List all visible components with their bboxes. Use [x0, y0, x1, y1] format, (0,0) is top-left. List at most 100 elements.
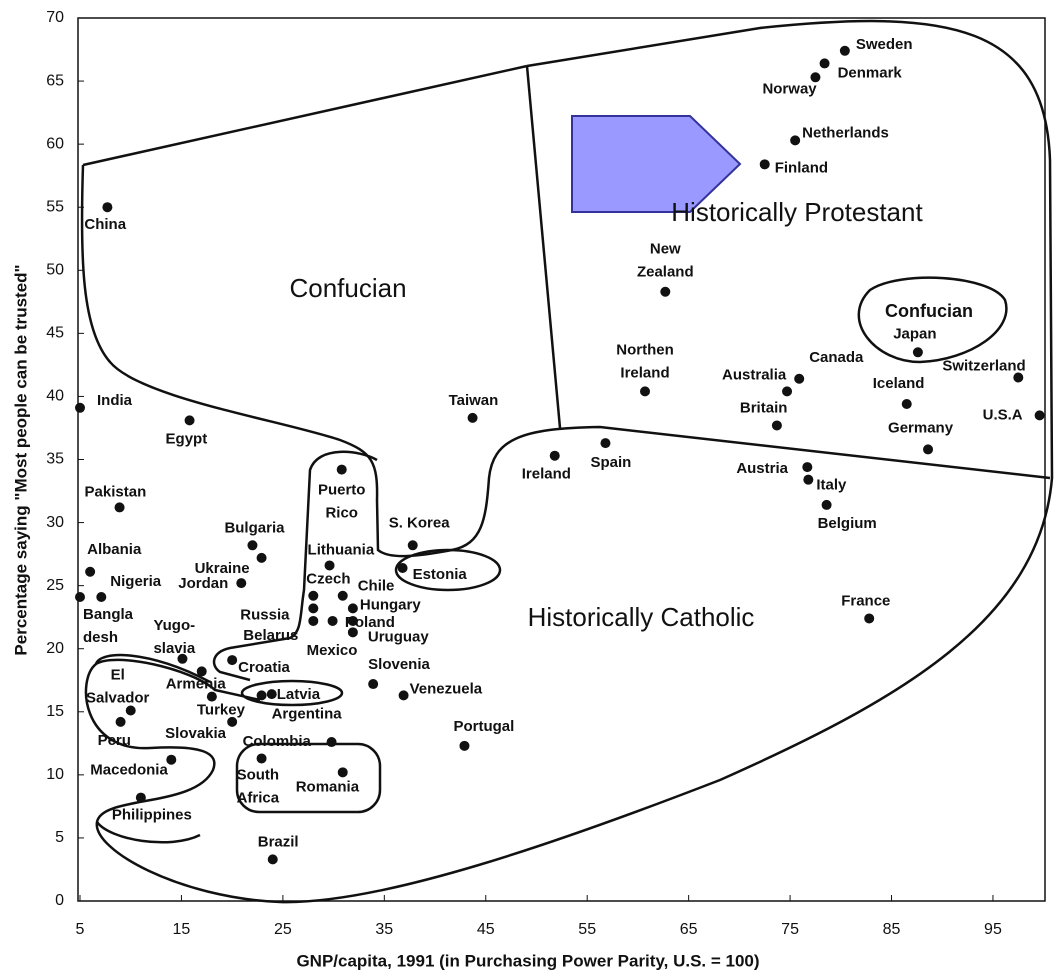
data-point — [177, 653, 188, 664]
data-point — [864, 613, 875, 624]
data-point — [266, 689, 277, 700]
data-point — [771, 420, 782, 431]
y-tick-label: 65 — [46, 72, 64, 89]
data-point — [326, 737, 337, 748]
plot-frame — [77, 17, 1046, 902]
point-label-line: Bulgaria — [224, 519, 285, 536]
region-label: Confucian — [885, 301, 973, 321]
estonia-outline — [394, 548, 502, 592]
data-point — [308, 590, 319, 601]
point-label-line: Bangla — [83, 606, 134, 623]
data-point — [347, 615, 358, 626]
point-label-line: Slovenia — [368, 656, 430, 673]
point-label-line: Yugo- — [153, 617, 195, 634]
point-label: Russia — [240, 606, 290, 623]
data-point — [803, 474, 814, 485]
point-label-line: Switzerland — [942, 357, 1025, 374]
point-label: Austria — [736, 460, 788, 477]
data-point — [308, 615, 319, 626]
point-label-line: Zealand — [637, 264, 694, 281]
point-label: Slovenia — [368, 656, 430, 673]
y-tick-label: 40 — [46, 388, 64, 405]
data-point — [368, 679, 379, 690]
point-label-line: Finland — [775, 159, 828, 176]
point-label-line: U.S.A — [983, 406, 1023, 423]
point-label-line: S. Korea — [389, 514, 451, 531]
data-point — [839, 45, 850, 56]
point-label: Estonia — [413, 566, 468, 583]
divider — [525, 65, 562, 429]
data-point — [407, 540, 418, 551]
point-label-line: Britain — [740, 399, 788, 416]
point-label: Germany — [888, 419, 954, 436]
point-label: Slovakia — [165, 725, 227, 742]
point-label: Latvia — [277, 686, 321, 703]
data-point — [324, 560, 335, 571]
data-point — [336, 464, 347, 475]
data-point — [256, 690, 267, 701]
x-tick-label: 75 — [781, 921, 799, 938]
point-label-line: Philippines — [112, 807, 192, 824]
data-point — [802, 462, 813, 473]
protestant-outline — [84, 19, 1054, 904]
data-point — [114, 502, 125, 513]
point-label-line: Venezuela — [410, 680, 483, 697]
point-label-line: Egypt — [166, 430, 208, 447]
x-tick-label: 65 — [680, 921, 698, 938]
y-tick-label: 20 — [46, 640, 64, 657]
point-label: Canada — [809, 349, 864, 366]
data-point — [821, 499, 832, 510]
data-point — [96, 591, 107, 602]
point-label-line: Belarus — [243, 627, 298, 644]
point-label-line: Ireland — [522, 466, 571, 483]
y-tick-label: 10 — [46, 766, 64, 783]
data-point — [236, 578, 247, 589]
point-label: Denmark — [838, 64, 903, 81]
point-label-line: Lithuania — [308, 541, 375, 558]
data-point — [327, 615, 338, 626]
point-label-line: Pakistan — [85, 483, 147, 500]
point-label: Romania — [296, 778, 360, 795]
point-label: Britain — [740, 399, 788, 416]
point-label: South Africa — [237, 766, 280, 806]
point-label-line: Netherlands — [802, 124, 889, 141]
point-label-line: Salvador — [86, 689, 150, 706]
x-tick-label: 85 — [883, 921, 901, 938]
point-label: Japan — [893, 325, 936, 342]
point-label-line: Ukraine — [195, 560, 250, 577]
y-tick-label: 30 — [46, 514, 64, 531]
data-point — [467, 412, 478, 423]
point-label: Italy — [816, 477, 847, 494]
point-label-line: Canada — [809, 349, 864, 366]
x-tick-label: 55 — [578, 921, 596, 938]
point-label: Brazil — [258, 833, 299, 850]
point-label-line: Denmark — [838, 64, 903, 81]
point-label: Netherlands — [802, 124, 889, 141]
data-point — [75, 591, 85, 602]
point-label-line: El — [111, 666, 125, 683]
point-label-line: Latvia — [277, 686, 321, 703]
point-label: Hungary — [360, 596, 422, 613]
point-label-line: Macedonia — [90, 762, 168, 779]
point-label-line: Hungary — [360, 596, 422, 613]
point-label: Switzerland — [942, 357, 1025, 374]
point-label: Pakistan — [85, 483, 147, 500]
point-label: Turkey — [197, 702, 246, 719]
data-point — [125, 705, 136, 716]
data-point — [256, 552, 267, 563]
point-label-line: Africa — [237, 789, 280, 806]
data-point — [347, 627, 358, 638]
point-label-line: Argentina — [272, 705, 343, 722]
data-point — [102, 202, 113, 213]
point-label-line: China — [84, 216, 126, 233]
point-label: Portugal — [453, 718, 514, 735]
data-point — [923, 444, 934, 455]
point-label: U.S.A — [983, 406, 1023, 423]
data-point — [660, 286, 671, 297]
point-label: Bangla desh — [83, 606, 134, 646]
x-tick-label: 35 — [375, 921, 393, 938]
point-label-line: Northen — [616, 341, 674, 358]
data-point — [398, 690, 409, 701]
japan-outline — [857, 276, 1008, 364]
